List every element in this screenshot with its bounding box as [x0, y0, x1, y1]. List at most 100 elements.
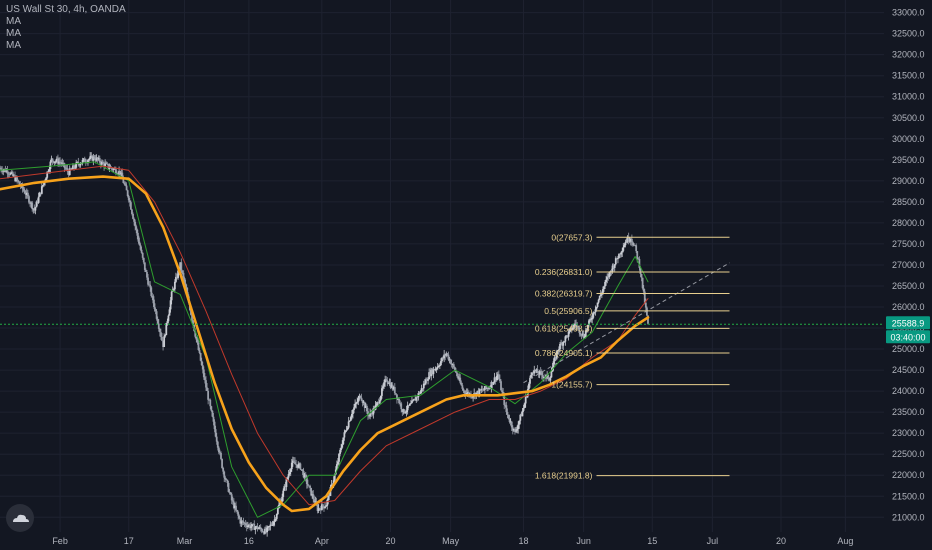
- candle-body: [583, 336, 586, 339]
- candle: [59, 157, 61, 167]
- candle-body: [530, 374, 532, 378]
- candle-body: [345, 429, 348, 431]
- candle: [558, 346, 560, 355]
- candle: [247, 523, 250, 528]
- candle: [426, 377, 428, 381]
- candle-body: [461, 385, 464, 389]
- candle-body: [160, 332, 162, 337]
- candle-body: [381, 388, 383, 396]
- candle-body: [46, 171, 49, 178]
- candle-body: [55, 158, 58, 162]
- candle-body: [192, 320, 195, 325]
- candle: [482, 388, 485, 391]
- y-tick-label: 31000.0: [892, 92, 925, 102]
- candle: [215, 432, 218, 445]
- candle-body: [578, 327, 581, 333]
- candle-body: [297, 464, 300, 468]
- candle-body: [619, 253, 621, 255]
- candle: [389, 378, 392, 390]
- candle: [125, 182, 128, 191]
- candle: [578, 326, 581, 337]
- candle-body: [287, 474, 290, 478]
- candle: [442, 355, 444, 361]
- candle-body: [589, 319, 591, 321]
- candle: [508, 414, 511, 424]
- candle: [479, 388, 482, 391]
- candle-body: [620, 252, 623, 255]
- candle-body: [392, 387, 395, 390]
- candle: [259, 524, 262, 532]
- candle: [575, 319, 578, 331]
- candle-body: [496, 374, 499, 376]
- candle: [242, 517, 245, 525]
- candle: [571, 324, 574, 331]
- candle: [510, 420, 513, 431]
- candle-body: [290, 462, 293, 470]
- candle-body: [101, 161, 103, 165]
- candle: [443, 349, 446, 363]
- candle: [382, 383, 384, 391]
- candle-body: [382, 386, 384, 389]
- x-tick-label: Jul: [707, 536, 719, 546]
- candle-body: [190, 310, 192, 315]
- candle: [33, 204, 36, 214]
- candle-body: [633, 244, 635, 246]
- candle: [34, 206, 37, 215]
- candle-body: [293, 460, 295, 462]
- candle-body: [10, 172, 13, 173]
- candle-body: [68, 168, 71, 176]
- candle-body: [593, 312, 596, 314]
- candle: [453, 366, 456, 372]
- candle-body: [184, 283, 187, 288]
- indicator-ma-1[interactable]: MA: [6, 16, 21, 27]
- candle: [415, 396, 418, 403]
- candle-body: [591, 317, 594, 320]
- candle: [158, 327, 161, 337]
- candle-body: [494, 377, 497, 381]
- candle: [574, 319, 576, 329]
- candle-body: [457, 376, 459, 379]
- candle-body: [635, 245, 638, 252]
- candle-body: [65, 168, 68, 169]
- candle: [83, 156, 86, 163]
- candle-body: [573, 324, 575, 328]
- candle: [323, 506, 325, 512]
- candle: [567, 328, 570, 341]
- candle: [237, 510, 240, 520]
- candle-body: [313, 499, 316, 503]
- candle: [291, 456, 294, 467]
- candle-body: [118, 170, 120, 174]
- candle: [604, 280, 606, 289]
- indicator-ma-3[interactable]: MA: [6, 40, 21, 51]
- candle: [605, 275, 608, 286]
- candle-body: [237, 512, 240, 516]
- candle-body: [191, 314, 193, 321]
- y-tick-label: 28500.0: [892, 197, 925, 207]
- candle: [202, 366, 205, 380]
- candle-body: [327, 495, 330, 500]
- candle: [4, 165, 7, 173]
- candle: [249, 522, 251, 530]
- candle-body: [207, 390, 210, 400]
- candle-body: [305, 477, 308, 485]
- tradingview-logo-icon[interactable]: [6, 504, 34, 532]
- candle-body: [400, 403, 403, 410]
- candle: [481, 385, 484, 393]
- candle-body: [143, 262, 146, 270]
- candle-body: [323, 506, 325, 509]
- candle: [283, 484, 286, 491]
- candle-body: [195, 336, 198, 340]
- symbol-title[interactable]: US Wall St 30, 4h, OANDA: [6, 4, 126, 15]
- candle-body: [535, 369, 538, 372]
- candle: [91, 154, 94, 162]
- candle-body: [338, 453, 340, 462]
- indicator-ma-2[interactable]: MA: [6, 28, 21, 39]
- candle: [17, 179, 20, 183]
- candle-body: [605, 279, 608, 282]
- candle-body: [543, 377, 545, 378]
- candle-body: [432, 369, 435, 375]
- candle-body: [153, 303, 156, 309]
- candle-body: [255, 526, 258, 528]
